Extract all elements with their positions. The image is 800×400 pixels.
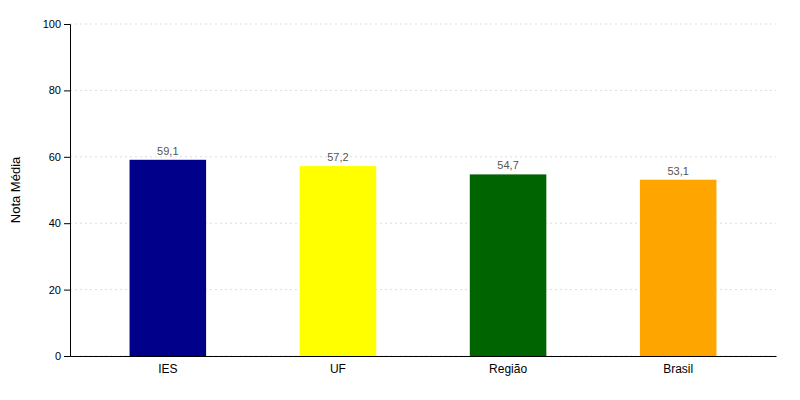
- bar: [640, 180, 717, 356]
- tick-label: 80: [49, 84, 61, 96]
- data-label: 59,1: [157, 145, 178, 157]
- tick-label: 100: [43, 18, 61, 30]
- y-tick: 20: [49, 284, 70, 296]
- bar: [470, 174, 547, 356]
- tick-mark: [64, 24, 70, 25]
- tick-label: 0: [55, 350, 61, 362]
- x-tick: Brasil: [663, 356, 693, 376]
- y-axis-title: Nota Média: [8, 156, 23, 223]
- tick-label: 60: [49, 151, 61, 163]
- tick-label: UF: [330, 362, 346, 376]
- y-tick: 0: [55, 350, 70, 362]
- tick-mark: [64, 90, 70, 91]
- bar: [300, 166, 377, 356]
- bar: [130, 160, 207, 356]
- y-axis: 0 20 40 60 80 100: [43, 18, 71, 362]
- data-label: 57,2: [327, 151, 348, 163]
- x-tick: UF: [330, 356, 346, 376]
- tick-mark: [64, 223, 70, 224]
- x-tick: Região: [489, 356, 527, 376]
- data-label: 53,1: [667, 165, 688, 177]
- plot: 0 20 40 60 80 100 IES UF Região Brasil 59,1 57,2 54,…: [43, 18, 777, 376]
- tick-label: 20: [49, 284, 61, 296]
- data-label: 54,7: [497, 159, 518, 171]
- tick-label: 40: [49, 217, 61, 229]
- tick-mark: [64, 356, 70, 357]
- tick-label: Região: [489, 362, 527, 376]
- chart: 0 20 40 60 80 100 IES UF Região Brasil 59,1 57,2 54,…: [0, 0, 800, 400]
- y-tick: 80: [49, 84, 70, 96]
- tick-label: IES: [158, 362, 177, 376]
- bars: [130, 160, 717, 356]
- axis-line: [71, 356, 777, 357]
- x-tick: IES: [158, 356, 177, 376]
- tick-label: Brasil: [663, 362, 693, 376]
- grid-line: [70, 24, 776, 25]
- tick-mark: [64, 290, 70, 291]
- grid-line: [70, 90, 776, 91]
- x-axis: IES UF Região Brasil: [71, 356, 777, 376]
- data-labels: 59,1 57,2 54,7 53,1: [157, 145, 689, 177]
- y-tick: 40: [49, 217, 70, 229]
- grid: [70, 24, 776, 356]
- axis-line: [64, 25, 71, 357]
- tick-mark: [64, 157, 70, 158]
- y-tick: 100: [43, 18, 70, 30]
- y-tick: 60: [49, 151, 70, 163]
